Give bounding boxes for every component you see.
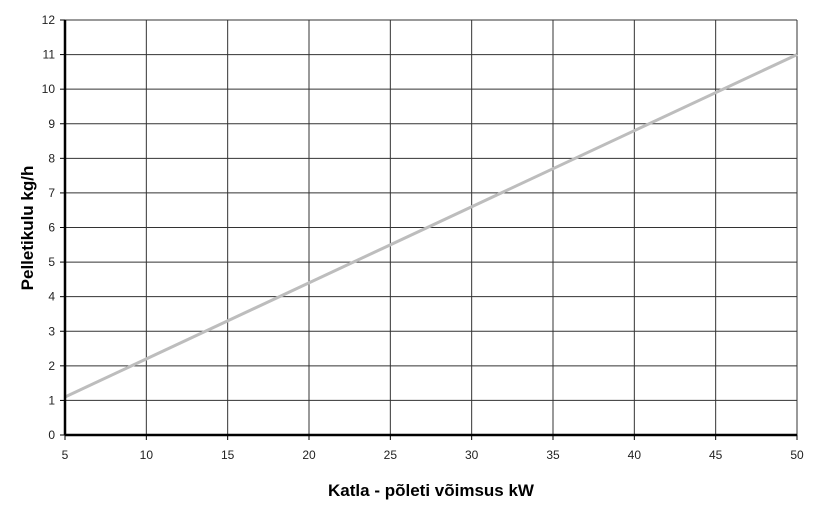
x-tick-label: 25 [384, 448, 398, 462]
grid [64, 19, 798, 436]
y-tick-label: 0 [48, 428, 55, 442]
y-tick-label: 9 [48, 117, 55, 131]
axes [60, 19, 798, 440]
x-tick-label: 10 [140, 448, 154, 462]
y-tick-label: 8 [48, 151, 55, 165]
x-tick-label: 50 [790, 448, 804, 462]
x-tick-label: 15 [221, 448, 235, 462]
y-tick-label: 10 [42, 82, 56, 96]
y-tick-label: 2 [48, 359, 55, 373]
x-tick-label: 30 [465, 448, 479, 462]
y-tick-label: 1 [48, 393, 55, 407]
y-tick-label: 6 [48, 221, 55, 235]
y-tick-label: 7 [48, 186, 55, 200]
x-tick-label: 45 [709, 448, 723, 462]
y-axis-label: Pelletikulu kg/h [18, 166, 37, 291]
y-tick-label: 4 [48, 290, 55, 304]
y-tick-label: 11 [43, 48, 56, 62]
y-tick-label: 12 [42, 13, 56, 27]
x-axis-label: Katla - põleti võimsus kW [328, 481, 535, 500]
x-tick-label: 20 [302, 448, 316, 462]
x-tick-label: 5 [62, 448, 69, 462]
y-tick-label: 3 [48, 324, 55, 338]
x-tick-label: 35 [546, 448, 560, 462]
x-tick-label: 40 [628, 448, 642, 462]
series-line [64, 53, 798, 399]
series [64, 53, 798, 399]
y-tick-label: 5 [48, 255, 55, 269]
